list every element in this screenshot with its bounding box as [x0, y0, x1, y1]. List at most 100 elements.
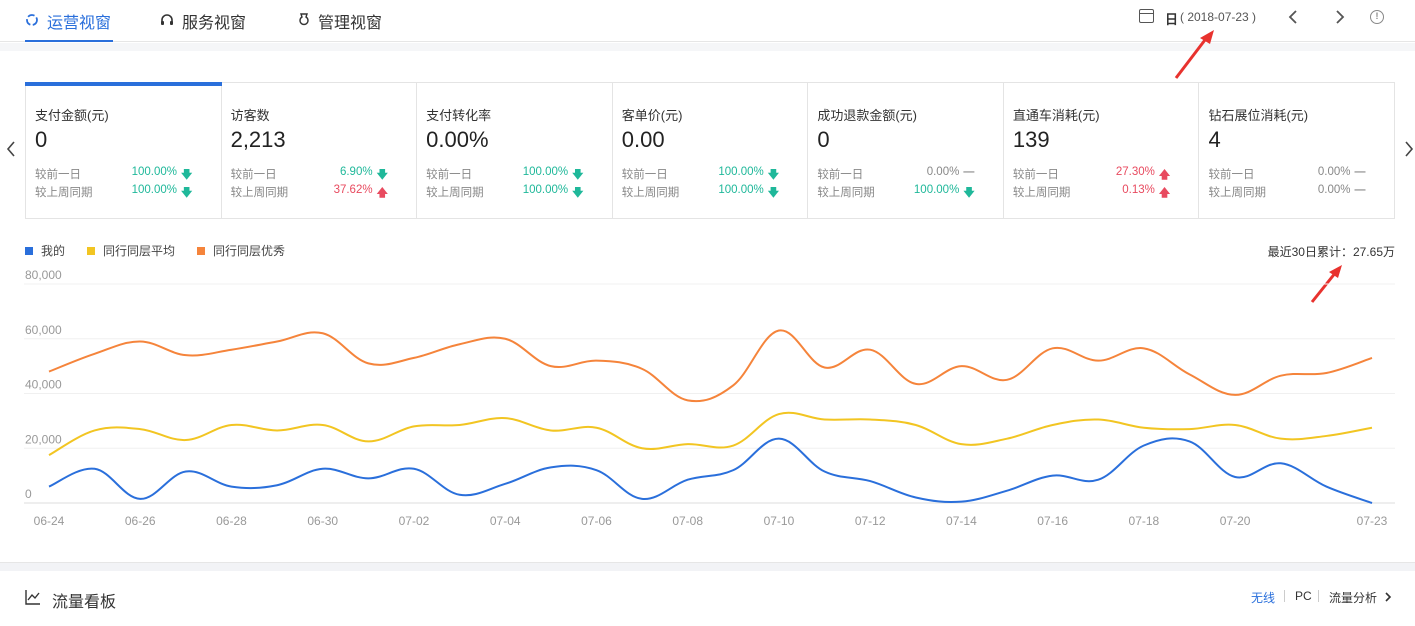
chevron-right-icon	[1336, 10, 1345, 24]
traffic-analysis-label: 流量分析	[1329, 591, 1378, 605]
comparison-row: 较上周同期 100.00% 🡇	[426, 184, 583, 200]
comparison-row: 较上周同期 100.00% 🡇	[35, 184, 193, 200]
comparison-value: 100.00%	[522, 184, 569, 196]
metric-card[interactable]: 成功退款金额(元) 0 较前一日 0.00% — 较上周同期 100.00% 🡇	[808, 83, 1004, 218]
line-chart-icon	[25, 590, 40, 605]
metric-card[interactable]: 直通车消耗(元) 139 较前一日 27.30% 🡅 较上周同期 0.13% 🡅	[1004, 83, 1200, 218]
comparison-value: 100.00%	[718, 166, 764, 178]
cards-prev-button[interactable]	[3, 140, 19, 163]
series-line-mine	[48, 437, 1373, 504]
comparison-row: 较前一日 27.30% 🡅	[1012, 166, 1170, 182]
tab-operations-label: 运营视窗	[47, 15, 112, 32]
comparison-label: 较前一日	[35, 169, 81, 181]
annotation-arrow-total	[1310, 265, 1342, 303]
comparison-row: 较前一日 6.90% 🡇	[230, 166, 388, 182]
comparison-label: 较前一日	[1208, 169, 1255, 181]
x-tick-label: 06-24	[34, 514, 65, 528]
comparison-label: 较上周同期	[426, 187, 484, 199]
tab-wireless[interactable]: 无线	[1251, 591, 1276, 605]
comparison-label: 较前一日	[426, 169, 473, 181]
trend-down-icon: 🡇	[572, 169, 584, 181]
legend-label: 我的	[41, 244, 66, 258]
tab-operations[interactable]: 运营视窗	[25, 0, 113, 42]
x-tick-label: 07-23	[1357, 514, 1388, 528]
legend-item-top[interactable]: 同行同层优秀	[197, 242, 285, 259]
date-value[interactable]: ( 2018-07-23 )	[1180, 10, 1257, 24]
metric-title: 访客数	[230, 108, 270, 123]
comparison-value: 0.00%	[926, 166, 960, 178]
metric-value: 4	[1208, 127, 1221, 152]
x-tick-label: 07-02	[399, 514, 430, 528]
metric-title: 钻石展位消耗(元)	[1208, 108, 1309, 123]
traffic-analysis-link[interactable]: 流量分析	[1329, 589, 1392, 606]
x-tick-label: 07-16	[1037, 514, 1068, 528]
comparison-label: 较上周同期	[35, 187, 93, 199]
metric-value: 2,213	[230, 127, 286, 152]
x-tick-label: 07-10	[764, 514, 795, 528]
date-period[interactable]: 日	[1165, 12, 1179, 27]
comparison-value: 0.00%	[1317, 184, 1351, 196]
comparison-label: 较前一日	[1012, 169, 1059, 181]
comparison-label: 较上周同期	[621, 187, 680, 199]
metric-value: 139	[1012, 127, 1050, 152]
metric-card[interactable]: 客单价(元) 0.00 较前一日 100.00% 🡇 较上周同期 100.00% 🡇	[613, 83, 809, 218]
metric-card[interactable]: 钻石展位消耗(元) 4 较前一日 0.00% — 较上周同期 0.00% —	[1199, 83, 1394, 218]
comparison-value: 100.00%	[131, 184, 177, 196]
metric-card[interactable]: 访客数 2,213 较前一日 6.90% 🡇 较上周同期 37.62% 🡅	[222, 83, 418, 218]
info-icon[interactable]: !	[1370, 10, 1384, 24]
x-tick-label: 07-08	[672, 514, 703, 528]
metric-card[interactable]: 支付转化率 0.00% 较前一日 100.00% 🡇 较上周同期 100.00% 🡇	[417, 83, 613, 218]
comparison-label: 较前一日	[230, 169, 277, 181]
metric-value: 0.00	[621, 127, 665, 152]
series-line-average	[48, 411, 1373, 456]
next-date-button[interactable]	[1330, 6, 1350, 28]
x-tick-label: 07-06	[581, 514, 612, 528]
comparison-value: 100.00%	[131, 166, 177, 178]
comparison-row: 较前一日 0.00% —	[1208, 166, 1366, 182]
comparison-value: 0.00%	[1317, 166, 1351, 178]
chevron-right-icon	[1405, 141, 1414, 157]
x-tick-label: 06-28	[216, 514, 247, 528]
legend-item-avg[interactable]: 同行同层平均	[87, 242, 175, 259]
y-tick-label: 80,000	[25, 268, 62, 282]
tab-pc[interactable]: PC	[1295, 589, 1312, 603]
tab-management[interactable]: 管理视窗	[298, 0, 382, 42]
trend-down-icon: 🡇	[181, 187, 193, 199]
metric-title: 客单价(元)	[621, 108, 683, 123]
prev-date-button[interactable]	[1283, 6, 1303, 28]
chevron-left-icon	[1288, 10, 1297, 24]
x-tick-label: 07-14	[946, 514, 977, 528]
legend-label: 同行同层平均	[103, 244, 176, 258]
metric-card[interactable]: 支付金额(元) 0 较前一日 100.00% 🡇 较上周同期 100.00% 🡇	[25, 82, 222, 218]
management-icon	[298, 12, 310, 31]
divider	[0, 562, 1415, 571]
comparison-row: 较上周同期 0.13% 🡅	[1013, 184, 1171, 200]
comparison-row: 较前一日 100.00% 🡇	[621, 166, 779, 182]
comparison-row: 较前一日 0.00% —	[817, 166, 975, 182]
legend-item-mine[interactable]: 我的	[25, 242, 65, 259]
calendar-icon[interactable]	[1139, 9, 1154, 23]
trend-up-icon: 🡅	[1158, 187, 1171, 199]
trend-chart: 80,000 60,000 40,000 20,000 006-24 06-26 06-28…	[24, 268, 1395, 528]
comparison-value: 100.00%	[913, 184, 960, 196]
trend-flat-icon: —	[963, 166, 975, 178]
metric-title: 支付金额(元)	[35, 108, 109, 123]
comparison-label: 较前一日	[817, 169, 864, 181]
tab-service[interactable]: 服务视窗	[160, 0, 246, 42]
operations-icon	[25, 13, 39, 30]
legend-swatch	[87, 246, 96, 255]
chart-legend: 我的 同行同层平均 同行同层优秀	[25, 242, 307, 259]
trend-down-icon: 🡇	[767, 187, 780, 199]
comparison-label: 较上周同期	[230, 187, 289, 199]
trend-down-icon: 🡇	[963, 187, 975, 199]
metric-value: 0.00%	[426, 127, 489, 152]
tab-management-label: 管理视窗	[318, 15, 383, 32]
cards-next-button[interactable]	[1401, 140, 1415, 163]
trend-flat-icon: —	[1354, 166, 1366, 178]
x-tick-label: 07-18	[1129, 514, 1160, 528]
x-tick-label: 06-30	[307, 514, 338, 528]
comparison-row: 较前一日 100.00% 🡇	[35, 166, 192, 182]
traffic-board-title: 流量看板	[52, 594, 117, 611]
comparison-label: 较前一日	[621, 169, 668, 181]
comparison-row: 较上周同期 100.00% 🡇	[817, 184, 975, 200]
